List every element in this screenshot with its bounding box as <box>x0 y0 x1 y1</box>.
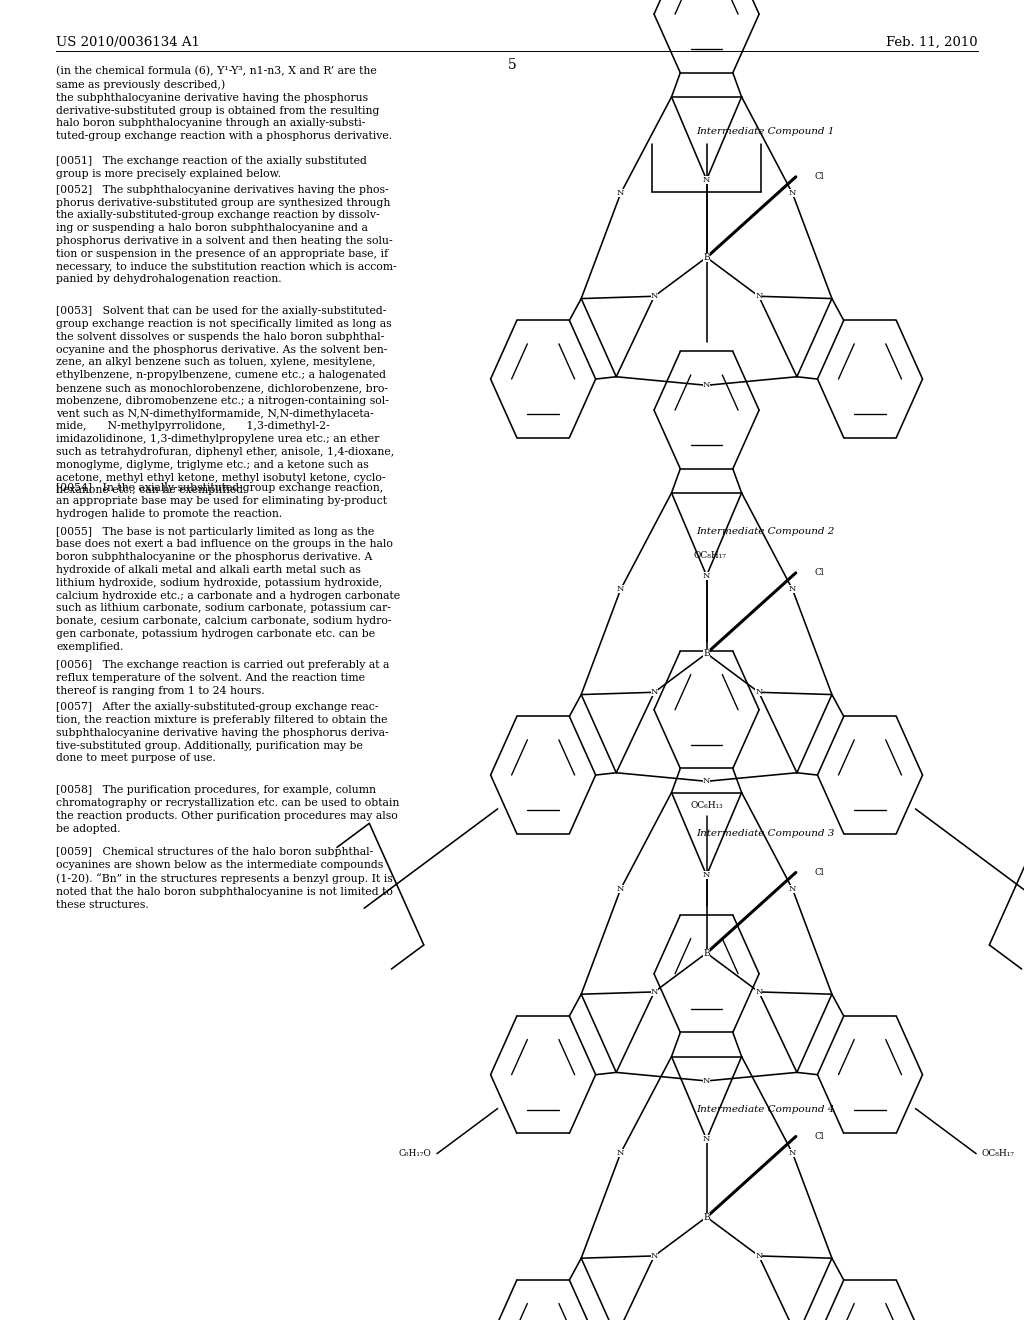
Text: N: N <box>616 190 625 198</box>
Text: N: N <box>650 688 658 696</box>
Text: OC₆H₁₃: OC₆H₁₃ <box>690 801 723 810</box>
Text: Cl: Cl <box>814 1133 824 1140</box>
Text: [0058]   The purification procedures, for example, column
chromatography or recr: [0058] The purification procedures, for … <box>56 785 399 834</box>
Text: US 2010/0036134 A1: US 2010/0036134 A1 <box>56 36 201 49</box>
Text: Intermediate Compound 2: Intermediate Compound 2 <box>696 527 835 536</box>
Text: N: N <box>788 886 797 894</box>
Text: Intermediate Compound 3: Intermediate Compound 3 <box>696 829 835 838</box>
Text: Cl: Cl <box>814 173 824 181</box>
Text: N: N <box>702 572 711 579</box>
Text: N: N <box>788 190 797 198</box>
Text: N: N <box>702 871 711 879</box>
Text: B: B <box>703 949 710 957</box>
Text: N: N <box>650 987 658 995</box>
Text: N: N <box>702 777 711 785</box>
Text: [0055]   The base is not particularly limited as long as the
base does not exert: [0055] The base is not particularly limi… <box>56 527 400 652</box>
Text: Cl: Cl <box>814 569 824 577</box>
Text: N: N <box>755 688 763 696</box>
Text: [0057]   After the axially-substituted-group exchange reac-
tion, the reaction m: [0057] After the axially-substituted-gro… <box>56 702 389 763</box>
Text: OC₈H₁₇: OC₈H₁₇ <box>693 552 726 560</box>
Text: N: N <box>702 1077 711 1085</box>
Text: [0056]   The exchange reaction is carried out preferably at a
reflux temperature: [0056] The exchange reaction is carried … <box>56 660 390 696</box>
Text: N: N <box>650 292 658 300</box>
Text: [0052]   The subphthalocyanine derivatives having the phos-
phorus derivative-su: [0052] The subphthalocyanine derivatives… <box>56 185 397 284</box>
Text: N: N <box>702 1135 711 1143</box>
Text: B: B <box>703 649 710 657</box>
Text: C₈H₁₇O: C₈H₁₇O <box>399 1150 432 1158</box>
Text: N: N <box>755 292 763 300</box>
Text: B: B <box>703 1213 710 1221</box>
Text: N: N <box>788 586 797 594</box>
Text: [0053]   Solvent that can be used for the axially-substituted-
group exchange re: [0053] Solvent that can be used for the … <box>56 306 394 495</box>
Text: [0059]   Chemical structures of the halo boron subphthal-
ocyanines are shown be: [0059] Chemical structures of the halo b… <box>56 847 393 909</box>
Text: N: N <box>755 1251 763 1259</box>
Text: 5: 5 <box>508 58 516 73</box>
Text: N: N <box>788 1150 797 1158</box>
Text: [0051]   The exchange reaction of the axially substituted
group is more precisel: [0051] The exchange reaction of the axia… <box>56 156 368 178</box>
Text: Intermediate Compound 4: Intermediate Compound 4 <box>696 1105 835 1114</box>
Text: (in the chemical formula (6), Y¹-Y³, n1-n3, X and R’ are the
same as previously : (in the chemical formula (6), Y¹-Y³, n1-… <box>56 66 392 141</box>
Text: OC₈H₁₇: OC₈H₁₇ <box>981 1150 1014 1158</box>
Text: Cl: Cl <box>814 869 824 876</box>
Text: Intermediate Compound 1: Intermediate Compound 1 <box>696 127 835 136</box>
Text: [0054]   In the axially-substituted-group exchange reaction,
an appropriate base: [0054] In the axially-substituted-group … <box>56 483 387 519</box>
Text: B: B <box>703 253 710 261</box>
Text: N: N <box>702 381 711 389</box>
Text: N: N <box>702 176 711 183</box>
Text: N: N <box>616 886 625 894</box>
Text: N: N <box>616 1150 625 1158</box>
Text: N: N <box>616 586 625 594</box>
Text: N: N <box>650 1251 658 1259</box>
Text: Feb. 11, 2010: Feb. 11, 2010 <box>887 36 978 49</box>
Text: N: N <box>755 987 763 995</box>
